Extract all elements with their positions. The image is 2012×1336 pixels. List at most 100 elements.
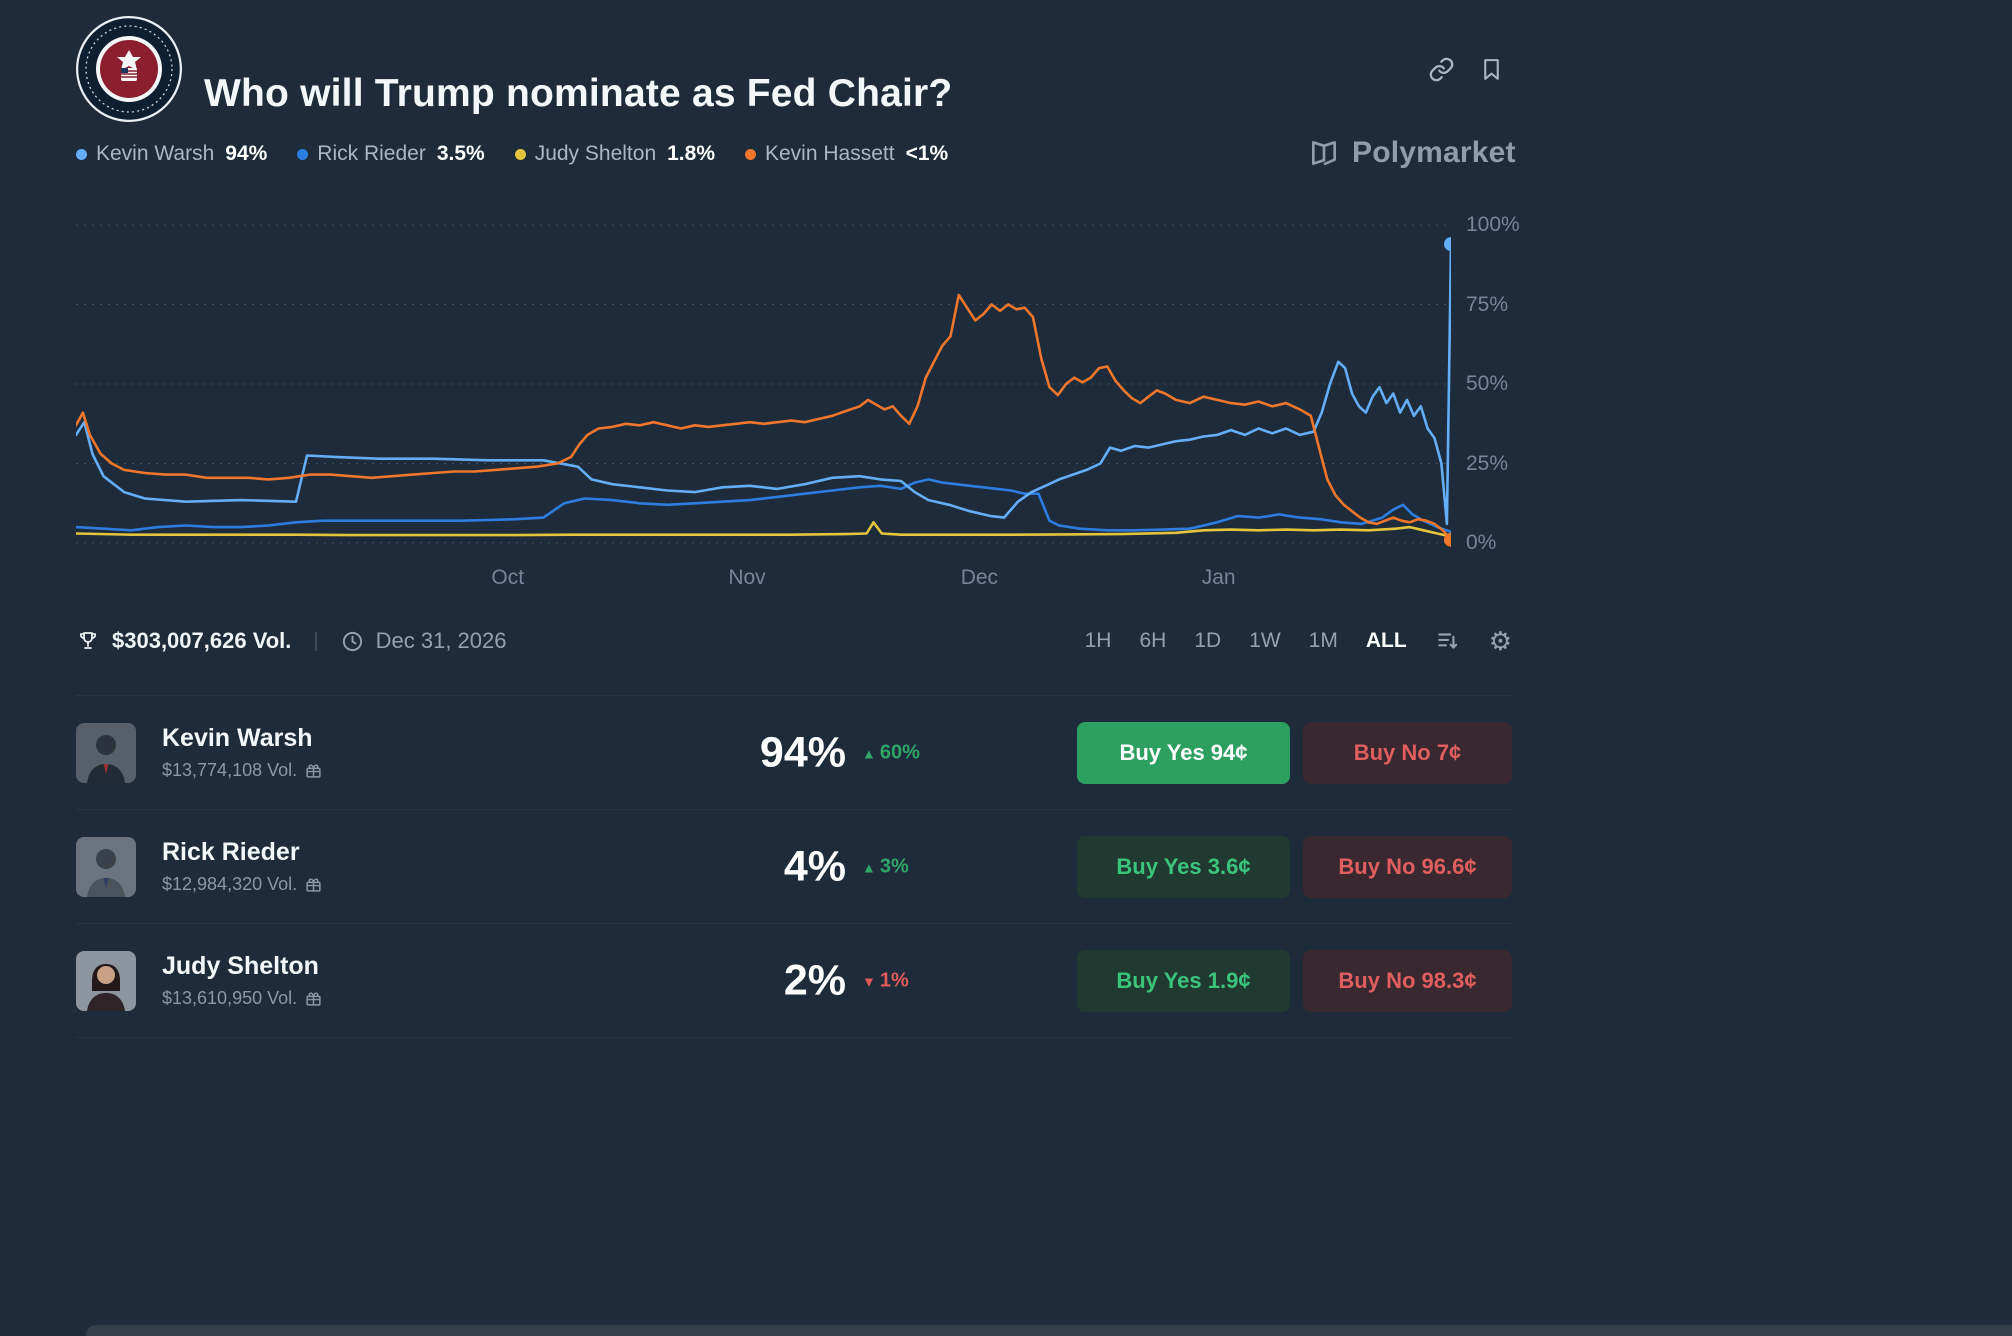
outcome-chance: 2% — [783, 956, 846, 1004]
change-value: 60% — [879, 741, 920, 763]
end-date: Dec 31, 2026 — [375, 628, 507, 653]
polymarket-watermark: Polymarket — [1308, 136, 1516, 170]
legend-dot — [745, 148, 756, 160]
change-value: 3% — [879, 855, 909, 877]
buy-yes-button[interactable]: Buy Yes 3.6¢ — [1077, 835, 1290, 898]
legend-value: 94% — [225, 142, 268, 165]
gift-icon[interactable] — [305, 990, 322, 1007]
stats-row: $303,007,626 Vol. | Dec 31, 2026 1H 6H 1D 1… — [76, 628, 1512, 654]
polymarket-wordmark: Polymarket — [1352, 136, 1516, 169]
x-axis-tick: Dec — [960, 566, 999, 589]
avatar — [76, 836, 136, 897]
polymarket-logo-icon — [1308, 137, 1340, 169]
outcome-volume-text: $13,610,950 Vol. — [162, 988, 298, 1008]
outcome-volume-text: $12,984,320 Vol. — [162, 874, 298, 894]
change-arrow-icon: ▼ — [862, 973, 876, 989]
legend-label: Judy Shelton — [534, 142, 657, 165]
settings-button[interactable]: ⚙ — [1489, 628, 1512, 654]
change-arrow-icon: ▲ — [862, 745, 876, 761]
legend-item-kevin-warsh[interactable]: Kevin Warsh 94% — [76, 142, 267, 166]
outcome-volume-text: $13,774,108 Vol. — [162, 760, 298, 780]
chart-area[interactable] — [76, 213, 1451, 553]
bookmark-button[interactable] — [1479, 56, 1504, 83]
legend-item-kevin-hassett[interactable]: Kevin Hassett <1% — [745, 142, 948, 166]
legend-dot — [297, 148, 309, 160]
change-arrow-icon: ▲ — [862, 859, 876, 875]
legend-value: 3.5% — [436, 142, 485, 165]
legend-item-rick-rieder[interactable]: Rick Rieder 3.5% — [297, 142, 485, 166]
outcome-chance: 4% — [783, 842, 846, 890]
x-axis-tick: Jan — [1201, 566, 1236, 589]
legend-item-judy-shelton[interactable]: Judy Shelton 1.8% — [514, 142, 715, 166]
outcome-info: Kevin Warsh $13,774,108 Vol. — [162, 724, 322, 781]
x-axis-tick: Oct — [491, 566, 525, 589]
page-title: Who will Trump nominate as Fed Chair? — [204, 72, 953, 116]
range-1h[interactable]: 1H — [1084, 629, 1112, 652]
range-all[interactable]: ALL — [1365, 629, 1407, 652]
outcome-volume: $13,774,108 Vol. — [162, 760, 322, 781]
legend-label: Kevin Hassett — [765, 142, 895, 165]
y-axis-labels: 100% 75% 50% 25% 0% — [1466, 213, 1546, 554]
buy-no-button[interactable]: Buy No 7¢ — [1303, 721, 1512, 784]
chart-legend: Kevin Warsh 94% Rick Rieder 3.5% Judy Sh… — [76, 142, 948, 166]
gift-icon[interactable] — [305, 876, 322, 893]
outcome-info: Judy Shelton $13,610,950 Vol. — [162, 952, 322, 1009]
outcome-chance: 94% — [759, 728, 846, 776]
total-volume: $303,007,626 Vol. — [112, 628, 292, 653]
legend-value: <1% — [905, 142, 949, 165]
outcome-volume: $12,984,320 Vol. — [162, 874, 322, 895]
sort-button[interactable] — [1435, 628, 1461, 654]
legend-dot — [76, 148, 87, 160]
market-stats: $303,007,626 Vol. | Dec 31, 2026 — [76, 628, 506, 654]
outcome-row-judy-shelton[interactable]: Judy Shelton $13,610,950 Vol. 2% ▼ 1% Buy… — [76, 923, 1512, 1037]
range-1m[interactable]: 1M — [1308, 629, 1338, 652]
chart-controls: 1H 6H 1D 1W 1M ALL ⚙ — [1085, 628, 1512, 654]
outcome-name: Kevin Warsh — [162, 724, 313, 752]
bookmark-icon — [1479, 56, 1504, 83]
y-axis-tick: 75% — [1466, 292, 1509, 316]
legend-dot — [514, 148, 526, 160]
range-1w[interactable]: 1W — [1249, 629, 1281, 652]
next-row-edge[interactable] — [86, 1325, 2012, 1336]
avatar — [76, 950, 136, 1011]
clock-icon — [341, 630, 364, 653]
change-value: 1% — [879, 969, 909, 991]
outcome-row-rick-rieder[interactable]: Rick Rieder $12,984,320 Vol. 4% ▲ 3% Buy … — [76, 809, 1512, 923]
trophy-icon — [76, 629, 100, 653]
outcome-change: ▲ 60% — [862, 741, 920, 764]
y-axis-tick: 100% — [1466, 213, 1520, 236]
outcomes-list: Kevin Warsh $13,774,108 Vol. 94% ▲ 60% Bu… — [76, 695, 1512, 1038]
price-chart[interactable] — [76, 213, 1451, 553]
avatar — [76, 722, 136, 783]
buy-no-button[interactable]: Buy No 96.6¢ — [1303, 835, 1512, 898]
outcome-volume: $13,610,950 Vol. — [162, 988, 322, 1009]
sort-desc-icon — [1435, 628, 1461, 654]
link-icon — [1428, 56, 1455, 83]
outcome-change: ▼ 1% — [862, 969, 909, 992]
buy-yes-button[interactable]: Buy Yes 94¢ — [1077, 721, 1290, 784]
legend-label: Rick Rieder — [317, 142, 426, 165]
y-axis-tick: 25% — [1466, 451, 1509, 475]
copy-link-button[interactable] — [1428, 56, 1455, 83]
range-6h[interactable]: 6H — [1139, 629, 1167, 652]
time-range-selector: 1H 6H 1D 1W 1M ALL — [1085, 629, 1407, 653]
legend-value: 1.8% — [667, 142, 715, 165]
x-axis-labels: Oct Nov Dec Jan — [76, 566, 1451, 594]
gear-icon: ⚙ — [1488, 626, 1512, 656]
stats-separator: | — [313, 629, 319, 652]
x-axis-tick: Nov — [728, 566, 766, 589]
legend-label: Kevin Warsh — [96, 142, 215, 165]
outcome-name: Judy Shelton — [162, 952, 319, 980]
outcome-name: Rick Rieder — [162, 838, 300, 866]
outcome-row-kevin-warsh[interactable]: Kevin Warsh $13,774,108 Vol. 94% ▲ 60% Bu… — [76, 695, 1512, 809]
y-axis-tick: 50% — [1466, 372, 1509, 395]
y-axis-tick: 0% — [1466, 531, 1497, 554]
gift-icon[interactable] — [305, 762, 322, 779]
outcome-info: Rick Rieder $12,984,320 Vol. — [162, 838, 322, 895]
range-1d[interactable]: 1D — [1194, 629, 1222, 652]
header-actions — [1428, 56, 1504, 83]
buy-yes-button[interactable]: Buy Yes 1.9¢ — [1077, 949, 1290, 1012]
market-logo-fed-seal — [76, 16, 182, 122]
buy-no-button[interactable]: Buy No 98.3¢ — [1303, 949, 1512, 1012]
